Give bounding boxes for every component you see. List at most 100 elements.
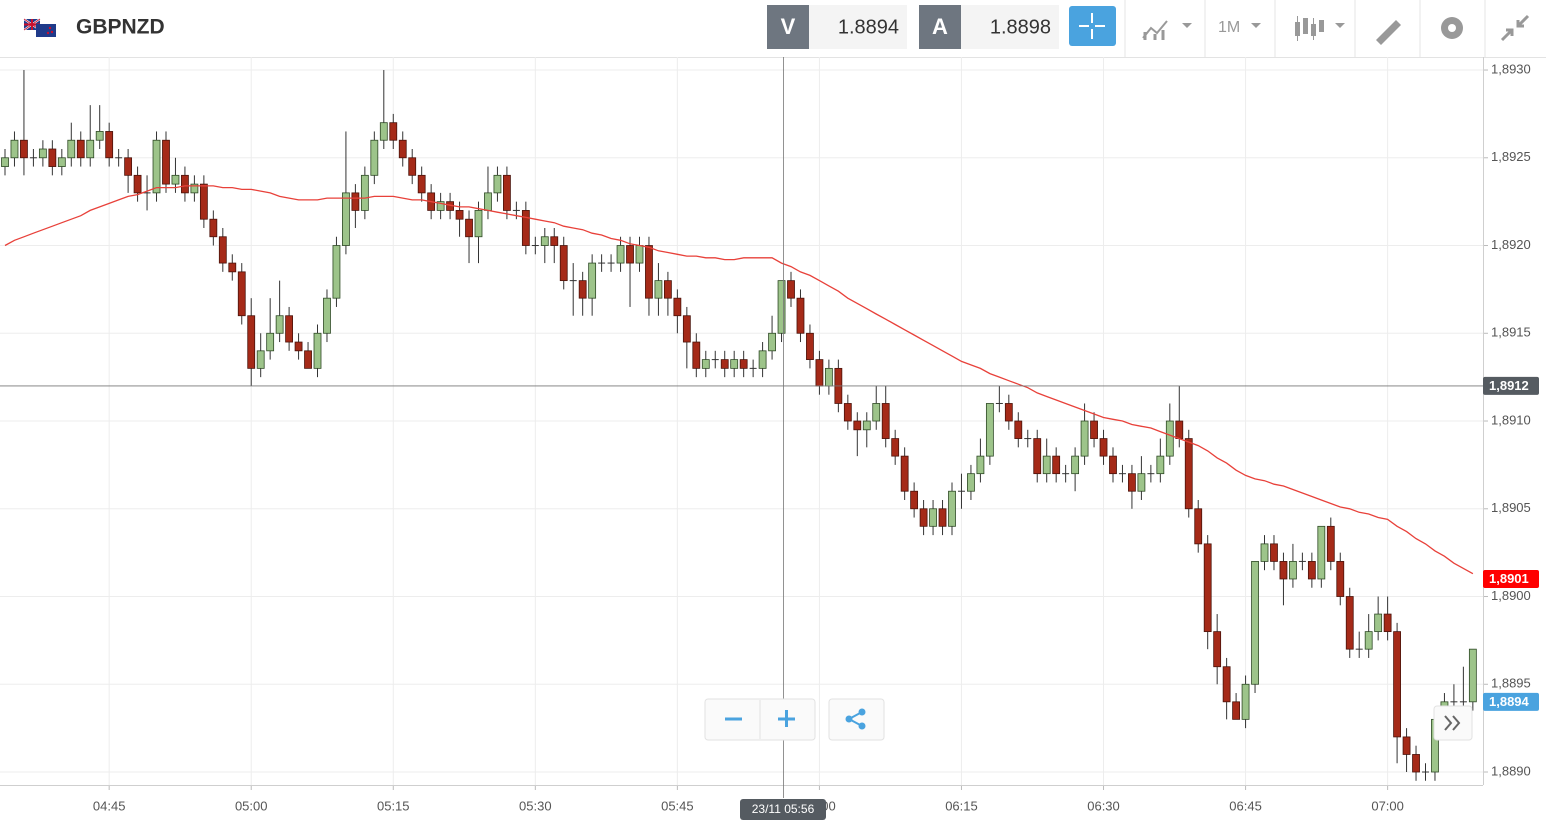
candle-body: [862, 420, 871, 431]
fullscreen-button[interactable]: [1500, 14, 1530, 42]
candle-body: [38, 148, 47, 159]
candle-body: [1289, 561, 1297, 580]
settings-button[interactable]: [1441, 17, 1463, 39]
zoom-in-button[interactable]: [778, 710, 795, 727]
candle-body: [1042, 455, 1051, 475]
candle-body: [351, 192, 360, 211]
candle-body: [673, 297, 682, 317]
candle-body: [578, 280, 587, 299]
candle-body: [758, 350, 767, 369]
candle-body: [199, 183, 208, 220]
candle-body: [1307, 561, 1316, 580]
candle-body: [739, 359, 748, 369]
x-tick-label: 05:30: [519, 798, 552, 813]
candle-body: [1232, 701, 1240, 720]
candle-body: [701, 359, 710, 369]
candle-body: [1033, 438, 1042, 475]
candle-body: [730, 359, 739, 369]
candle-body: [1004, 403, 1013, 422]
candle-body: [493, 174, 502, 194]
candle-body: [985, 403, 994, 457]
candle-body: [162, 139, 170, 185]
candle-body: [389, 122, 398, 141]
candle-body: [824, 367, 833, 387]
symbol: GBPNZD: [76, 16, 165, 39]
candle-body: [190, 183, 199, 194]
candle-body: [1099, 438, 1108, 457]
candle-body: [133, 174, 142, 194]
x-tick-label: 07:00: [1371, 798, 1404, 813]
candle-body: [720, 359, 729, 369]
candle-body: [455, 210, 464, 220]
candle-body: [919, 508, 928, 527]
candle-body: [48, 148, 57, 167]
x-tick-label: 05:00: [235, 798, 268, 813]
candle-body: [294, 341, 303, 352]
overlay: 1,8912 1,8901 1,8894: [0, 376, 1539, 711]
share-button[interactable]: [828, 698, 885, 741]
candle-body: [645, 245, 653, 299]
candle-body: [1336, 561, 1345, 597]
candle-body: [152, 139, 161, 194]
candle-body: [540, 236, 549, 246]
candle-body: [891, 438, 900, 457]
candle-body: [256, 350, 265, 369]
candle-body: [266, 332, 275, 352]
sell-button[interactable]: [767, 5, 809, 49]
candle-body: [1222, 666, 1231, 703]
x-tick-label: 06:45: [1229, 798, 1262, 813]
candle-body: [976, 455, 985, 475]
candle-body: [1317, 525, 1326, 580]
candle-body: [105, 131, 114, 159]
candle-body: [692, 341, 701, 369]
timeframe[interactable]: 1M: [1218, 19, 1240, 36]
sell-price: 1.8894: [838, 16, 899, 38]
current-price-label: 1,8894: [1489, 694, 1530, 709]
y-tick-label: 1,8910: [1491, 412, 1531, 427]
candle-body: [910, 490, 919, 510]
draw-button[interactable]: [1376, 20, 1401, 45]
candle-body: [1383, 613, 1392, 633]
candle-body: [323, 297, 331, 334]
candle-body: [768, 332, 776, 352]
candle-body: [787, 280, 795, 299]
candle-body: [806, 332, 814, 360]
candle-body: [626, 245, 634, 264]
x-tick-label: 05:45: [661, 798, 694, 813]
candle-body: [796, 297, 805, 334]
candle-body: [1071, 455, 1080, 475]
buy-button[interactable]: [919, 5, 961, 49]
candle-body: [181, 174, 189, 194]
candle-body: [57, 157, 66, 167]
plot-area: 1,8890 1,8895 1,8900 1,8905 1,8910 1,8915 1,89…: [0, 57, 1531, 813]
indicator-button[interactable]: [1142, 20, 1192, 40]
candle-body: [275, 315, 284, 334]
candle-body: [1165, 420, 1174, 457]
candle-body: [1241, 683, 1250, 720]
buy-price-box: [961, 5, 1059, 49]
candle-body: [1128, 473, 1136, 492]
moving-average-tag: [1483, 569, 1539, 588]
candle-body: [20, 139, 28, 159]
chart-type-button[interactable]: [1295, 16, 1345, 41]
candle-body: [1402, 736, 1411, 755]
candle-body: [588, 262, 597, 299]
crosshair-x-label: 23/11 05:56: [752, 802, 815, 816]
candle-body: [1156, 455, 1165, 475]
candle-body: [967, 473, 975, 492]
crosshair-button[interactable]: [1069, 6, 1116, 46]
candle-body: [1184, 438, 1193, 510]
candle-body: [815, 359, 824, 387]
candle-body: [1279, 561, 1288, 580]
candle-body: [521, 210, 530, 246]
timeframe-caret: [1251, 23, 1261, 28]
candle-body: [559, 245, 568, 282]
candle-body: [10, 139, 19, 159]
scroll-right-button[interactable]: [1433, 705, 1473, 741]
candle-body: [654, 280, 663, 299]
crosshair-y-label: 1,8912: [1489, 378, 1529, 393]
candle-body: [285, 315, 294, 343]
candle-body: [1213, 631, 1222, 668]
y-tick-label: 1,8890: [1491, 763, 1531, 778]
